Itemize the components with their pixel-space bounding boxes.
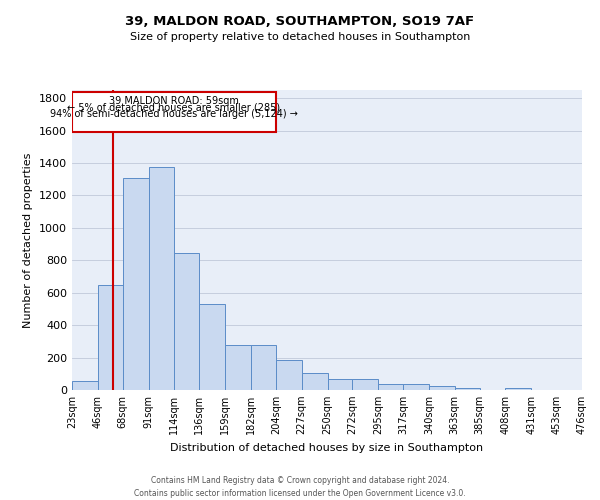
Bar bbox=[455, 388, 479, 390]
Y-axis label: Number of detached properties: Number of detached properties bbox=[23, 152, 34, 328]
X-axis label: Distribution of detached houses by size in Southampton: Distribution of detached houses by size … bbox=[170, 442, 484, 452]
Bar bbox=[149, 167, 175, 390]
Bar bbox=[276, 360, 302, 390]
Bar bbox=[72, 381, 98, 390]
Text: Contains public sector information licensed under the Open Government Licence v3: Contains public sector information licen… bbox=[134, 489, 466, 498]
Text: ← 5% of detached houses are smaller (285): ← 5% of detached houses are smaller (285… bbox=[67, 103, 280, 113]
Text: 94% of semi-detached houses are larger (5,124) →: 94% of semi-detached houses are larger (… bbox=[50, 110, 298, 120]
Text: 39, MALDON ROAD, SOUTHAMPTON, SO19 7AF: 39, MALDON ROAD, SOUTHAMPTON, SO19 7AF bbox=[125, 15, 475, 28]
Text: Contains HM Land Registry data © Crown copyright and database right 2024.: Contains HM Land Registry data © Crown c… bbox=[151, 476, 449, 485]
Bar bbox=[251, 346, 276, 390]
Bar bbox=[225, 346, 251, 390]
Text: Size of property relative to detached houses in Southampton: Size of property relative to detached ho… bbox=[130, 32, 470, 42]
Bar bbox=[328, 380, 352, 390]
Bar bbox=[302, 373, 328, 390]
Bar bbox=[98, 286, 122, 390]
Bar bbox=[403, 384, 429, 390]
Text: 39 MALDON ROAD: 59sqm: 39 MALDON ROAD: 59sqm bbox=[109, 96, 239, 106]
Bar bbox=[505, 388, 532, 390]
Bar bbox=[378, 384, 403, 390]
FancyBboxPatch shape bbox=[72, 92, 276, 132]
Bar bbox=[429, 386, 455, 390]
Bar bbox=[352, 380, 378, 390]
Bar bbox=[175, 253, 199, 390]
Bar bbox=[122, 178, 149, 390]
Bar bbox=[199, 304, 225, 390]
